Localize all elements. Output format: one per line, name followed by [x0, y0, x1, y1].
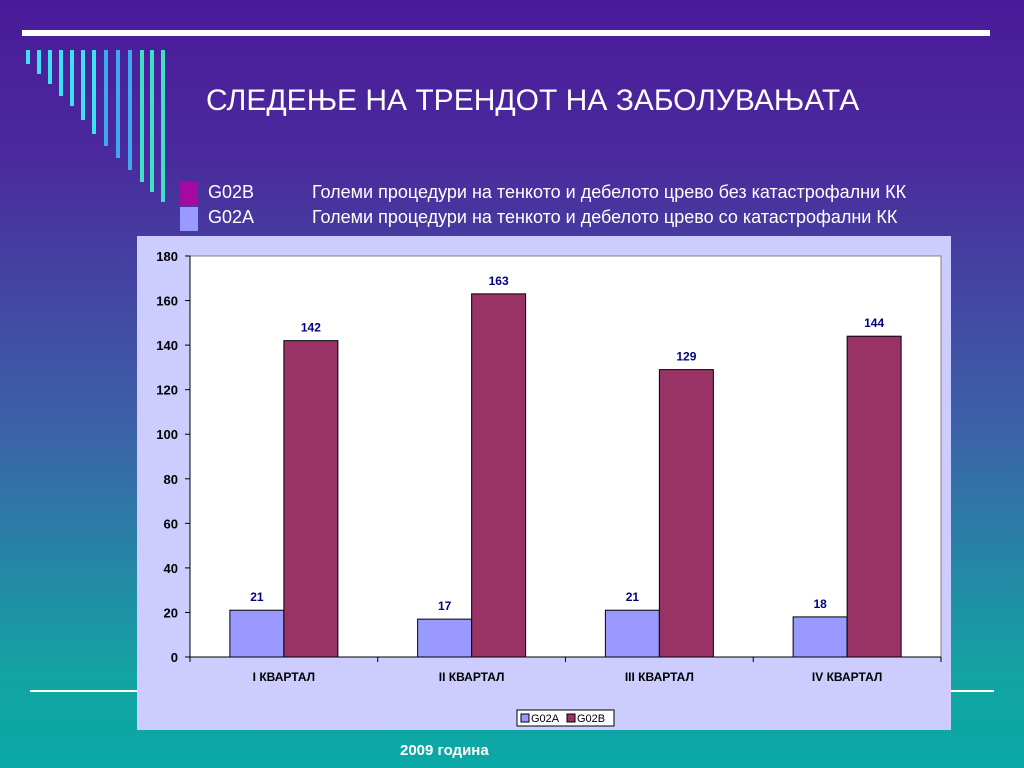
- data-label: 144: [864, 316, 884, 330]
- y-tick-label: 120: [156, 383, 178, 398]
- data-label: 21: [250, 590, 264, 604]
- data-label: 163: [489, 274, 509, 288]
- bottom-divider-line: [30, 690, 140, 692]
- bar-g02b: [471, 293, 527, 658]
- decorative-stripe: [116, 50, 120, 158]
- legend-swatch: [520, 713, 530, 723]
- top-divider-line: [22, 30, 990, 36]
- slide-title: СЛЕДЕЊЕ НА ТРЕНДОТ НА ЗАБОЛУВАЊАТА: [206, 84, 860, 117]
- decorative-stripe: [140, 50, 144, 182]
- chart-legend: [516, 709, 615, 727]
- x-tick-label: I КВАРТАЛ: [253, 670, 315, 684]
- data-label: 142: [301, 321, 321, 335]
- y-tick-label: 80: [164, 472, 178, 487]
- legend-description: Големи процедури на тенкото и дебелото ц…: [312, 182, 907, 202]
- bar-chart: 0 20 40 60 80 100 120 140 160 180 I КВАРТАЛ 21 142 II…: [156, 249, 942, 727]
- y-tick-label: 160: [156, 294, 178, 309]
- legend-description: Големи процедури на тенкото и дебелото ц…: [312, 207, 898, 227]
- y-tick-label: 100: [156, 427, 178, 442]
- y-tick-label: 60: [164, 516, 178, 531]
- x-tick-label: II КВАРТАЛ: [439, 670, 505, 684]
- legend-label: G02B: [577, 713, 605, 725]
- legend-code: G02B: [208, 182, 255, 202]
- data-label: 17: [438, 599, 452, 613]
- bar-g02a: [417, 618, 473, 658]
- x-tick-label: III КВАРТАЛ: [625, 670, 694, 684]
- decorative-stripe: [104, 50, 108, 146]
- decorative-stripe: [92, 50, 96, 134]
- chart-panel: 0 20 40 60 80 100 120 140 160 180 I КВАРТАЛ 21 142 II…: [137, 236, 951, 730]
- decorative-stripe: [26, 50, 30, 64]
- y-tick-label: 140: [156, 338, 178, 353]
- bar-g02b: [283, 340, 339, 658]
- decorative-stripe: [161, 50, 165, 202]
- decorative-stripe: [59, 50, 63, 96]
- y-tick-label: 20: [164, 605, 178, 620]
- bar-g02a: [604, 609, 660, 658]
- bottom-divider-line: [950, 690, 994, 692]
- data-label: 129: [676, 350, 696, 364]
- decorative-stripe: [70, 50, 74, 106]
- legend-code: G02A: [208, 207, 255, 227]
- bar-g02b: [658, 369, 714, 658]
- y-tick-label: 40: [164, 561, 178, 576]
- legend-label: G02A: [531, 713, 560, 725]
- y-tick-label: 0: [171, 650, 178, 665]
- decorative-stripe: [150, 50, 154, 192]
- data-label: 18: [813, 597, 827, 611]
- decorative-stripe: [81, 50, 85, 120]
- legend-swatch: [566, 713, 576, 723]
- bar-g02a: [792, 616, 848, 658]
- footer-note: 2009 година: [400, 742, 489, 759]
- decorative-stripe: [128, 50, 132, 170]
- data-label: 21: [626, 590, 640, 604]
- x-tick-label: IV КВАРТАЛ: [812, 670, 882, 684]
- y-tick-label: 180: [156, 249, 178, 264]
- legend-swatch-g02b: [180, 182, 198, 206]
- bar-g02a: [229, 609, 285, 658]
- legend-swatch-g02a: [180, 207, 198, 231]
- decorative-stripe: [48, 50, 52, 84]
- decorative-stripe: [37, 50, 41, 74]
- bar-g02b: [846, 335, 902, 658]
